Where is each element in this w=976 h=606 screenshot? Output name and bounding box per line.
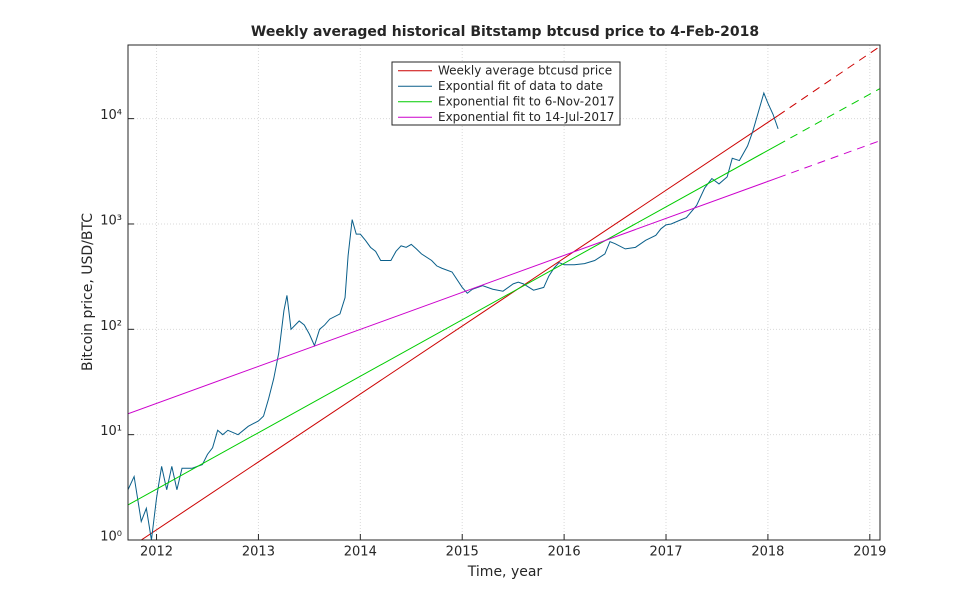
x-tick-label: 2013: [242, 545, 275, 560]
fit-line: [128, 177, 779, 415]
fit-line: [777, 45, 880, 116]
x-tick-label: 2014: [344, 545, 377, 560]
legend-box: [391, 61, 621, 126]
y-tick-label: 10³: [100, 213, 122, 228]
y-tick-label: 10²: [100, 319, 122, 334]
fit-line: [128, 144, 779, 506]
axes-box: [127, 44, 881, 541]
legend-label: Exponential fit to 6-Nov-2017: [438, 94, 615, 108]
plot-area: [128, 45, 880, 540]
fit-line: [140, 115, 779, 540]
legend-label: Weekly average btcusd price: [438, 63, 612, 77]
x-axis-label: Time, year: [467, 564, 543, 580]
x-tick-label: 2012: [140, 545, 173, 560]
legend-label: Exponential fit to 14-Jul-2017: [438, 110, 614, 124]
x-tick-label: 2019: [853, 545, 886, 560]
y-tick-label: 10¹: [100, 424, 122, 439]
y-tick-label: 10⁴: [100, 108, 122, 123]
x-tick-label: 2016: [548, 545, 581, 560]
x-tick-label: 2015: [446, 545, 479, 560]
x-tick-label: 2018: [751, 545, 784, 560]
x-tick-label: 2017: [649, 545, 682, 560]
y-axis-label: Bitcoin price, USD/BTC: [80, 213, 96, 371]
legend-label: Expontial fit of data to date: [438, 79, 603, 93]
y-tick-label: 10⁰: [100, 530, 122, 545]
fit-line: [777, 88, 880, 146]
plot-lines: [128, 45, 880, 540]
fit-line: [777, 140, 880, 179]
data-line: [128, 91, 779, 540]
chart-title: Weekly averaged historical Bitstamp btcu…: [251, 24, 759, 40]
